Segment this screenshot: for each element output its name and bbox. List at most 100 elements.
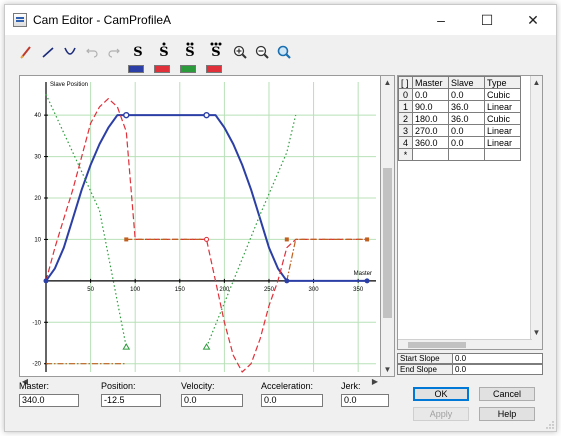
jerk-readout: Jerk: 0.0 [341,381,389,407]
cell-master[interactable]: 90.0 [412,100,449,113]
linear-segment-button[interactable] [37,41,59,63]
jerk-curve-label: S [211,44,221,60]
x-tick-label: 200 [219,287,230,293]
help-button[interactable]: Help [479,407,535,421]
zoom-out-button[interactable] [251,41,273,63]
col-header-type[interactable]: Type [484,76,521,89]
cam-points-grid[interactable]: [ ] Master Slave Type 0 0.0 0.0 Cubic 1 … [397,75,543,350]
position-curve-toggle[interactable]: S [125,41,151,73]
grid-horizontal-scrollbar[interactable] [398,339,532,349]
zoom-fit-button[interactable] [273,41,295,63]
row-header[interactable]: 2 [398,112,413,125]
cell-master[interactable]: 270.0 [412,124,449,137]
position-keypoint [284,278,290,284]
cubic-segment-button[interactable] [59,41,81,63]
jerk-dots-icon [210,42,222,46]
window-controls: – ☐ ✕ [418,5,556,35]
cell-slave[interactable]: 36.0 [448,100,485,113]
acceleration-field: 0.0 [261,394,323,407]
cell-slave[interactable]: 0.0 [448,88,485,101]
zoom-out-icon [255,45,269,59]
cell-master[interactable]: 180.0 [412,112,449,125]
cell-type[interactable]: Cubic [484,112,521,125]
col-header-slave[interactable]: Slave [448,76,485,89]
jerk-field: 0.0 [341,394,389,407]
row-header[interactable]: 3 [398,124,413,137]
cam-profile-chart[interactable]: 50 100 150 200 250 300 350 -20 -10 10 20 30 40 Slave … [20,76,380,376]
title-bar: Cam Editor - CamProfileA – ☐ ✕ [5,5,556,35]
y-tick-label: -10 [32,320,41,326]
start-slope-row: Start Slope 0.0 [397,353,543,364]
x-axis-label: Master [354,271,372,277]
cell-type[interactable]: Linear [484,136,521,149]
grid-scroll-down-icon[interactable]: ▼ [532,328,541,337]
x-tick-label: 100 [130,287,141,293]
cell-type[interactable]: Linear [484,124,521,137]
position-curve-label: S [133,44,143,60]
cell-slave[interactable]: 0.0 [448,136,485,149]
table-row-new[interactable]: * [398,148,521,161]
row-header[interactable]: * [398,148,413,161]
scroll-up-icon[interactable]: ▲ [383,78,392,87]
start-slope-field[interactable]: 0.0 [453,353,543,364]
cell-master[interactable] [412,148,449,161]
table-row[interactable]: 2 180.0 36.0 Cubic [398,112,521,125]
cell-slave[interactable] [448,148,485,161]
jerk-label: Jerk: [341,381,361,391]
cell-type[interactable]: Linear [484,100,521,113]
scroll-left-icon[interactable]: ◀ [21,377,29,386]
cam-profile-plot[interactable]: 50 100 150 200 250 300 350 -20 -10 10 20 30 40 Slave … [19,75,381,377]
maximize-button[interactable]: ☐ [480,11,494,28]
plot-vertical-scrollbar[interactable]: ▲ ▼ [381,75,395,377]
position-keypoint [123,111,130,119]
pen-tool-button[interactable] [15,41,37,63]
table-row[interactable]: 3 270.0 0.0 Linear [398,124,521,137]
col-header-master[interactable]: Master [412,76,449,89]
position-readout: Position: -12.5 [101,381,161,407]
plot-vscroll-thumb[interactable] [383,168,392,318]
redo-button[interactable] [103,41,125,63]
grid-scroll-up-icon[interactable]: ▲ [532,78,541,87]
acceleration-curve-toggle[interactable]: S [177,41,203,73]
position-label: Position: [101,381,136,391]
x-tick-label: 50 [87,287,94,293]
toolbar: S S S S [5,35,556,75]
cell-type[interactable]: Cubic [484,88,521,101]
jerk-swatch [206,65,222,73]
start-slope-label: Start Slope [397,353,453,364]
cell-master[interactable]: 0.0 [412,88,449,101]
scroll-right-icon[interactable]: ▶ [371,377,379,386]
resize-grip-icon[interactable] [546,421,554,429]
zoom-in-button[interactable] [229,41,251,63]
row-header[interactable]: 4 [398,136,413,149]
acceleration-swatch [180,65,196,73]
y-tick-label: 20 [34,196,41,202]
jerk-curve-toggle[interactable]: S [203,41,229,73]
cam-points-table: [ ] Master Slave Type 0 0.0 0.0 Cubic 1 … [398,76,521,161]
ok-button[interactable]: OK [413,387,469,401]
cell-slave[interactable]: 36.0 [448,112,485,125]
grid-vertical-scrollbar[interactable]: ▲ ▼ [530,76,542,349]
plot-horizontal-scrollbar[interactable]: ◀ ▶ [19,377,381,387]
row-header[interactable]: 1 [398,100,413,113]
table-row[interactable]: 0 0.0 0.0 Cubic [398,88,521,101]
table-row[interactable]: 4 360.0 0.0 Linear [398,136,521,149]
cell-type[interactable] [484,148,521,161]
row-header[interactable]: 0 [398,88,413,101]
end-slope-field[interactable]: 0.0 [453,364,543,375]
close-button[interactable]: ✕ [527,11,539,28]
cell-master[interactable]: 360.0 [412,136,449,149]
velocity-curve-toggle[interactable]: S [151,41,177,73]
table-row[interactable]: 1 90.0 36.0 Linear [398,100,521,113]
grid-hscroll-thumb[interactable] [408,342,466,348]
undo-button[interactable] [81,41,103,63]
cancel-button[interactable]: Cancel [479,387,535,401]
scroll-down-icon[interactable]: ▼ [383,365,392,374]
apply-button[interactable]: Apply [413,407,469,421]
y-tick-label: -20 [32,362,41,368]
minimize-button[interactable]: – [437,12,445,28]
acceleration-readout: Acceleration: 0.0 [261,381,323,407]
cell-slave[interactable]: 0.0 [448,124,485,137]
series-line [45,98,368,373]
x-tick-label: 250 [264,287,275,293]
